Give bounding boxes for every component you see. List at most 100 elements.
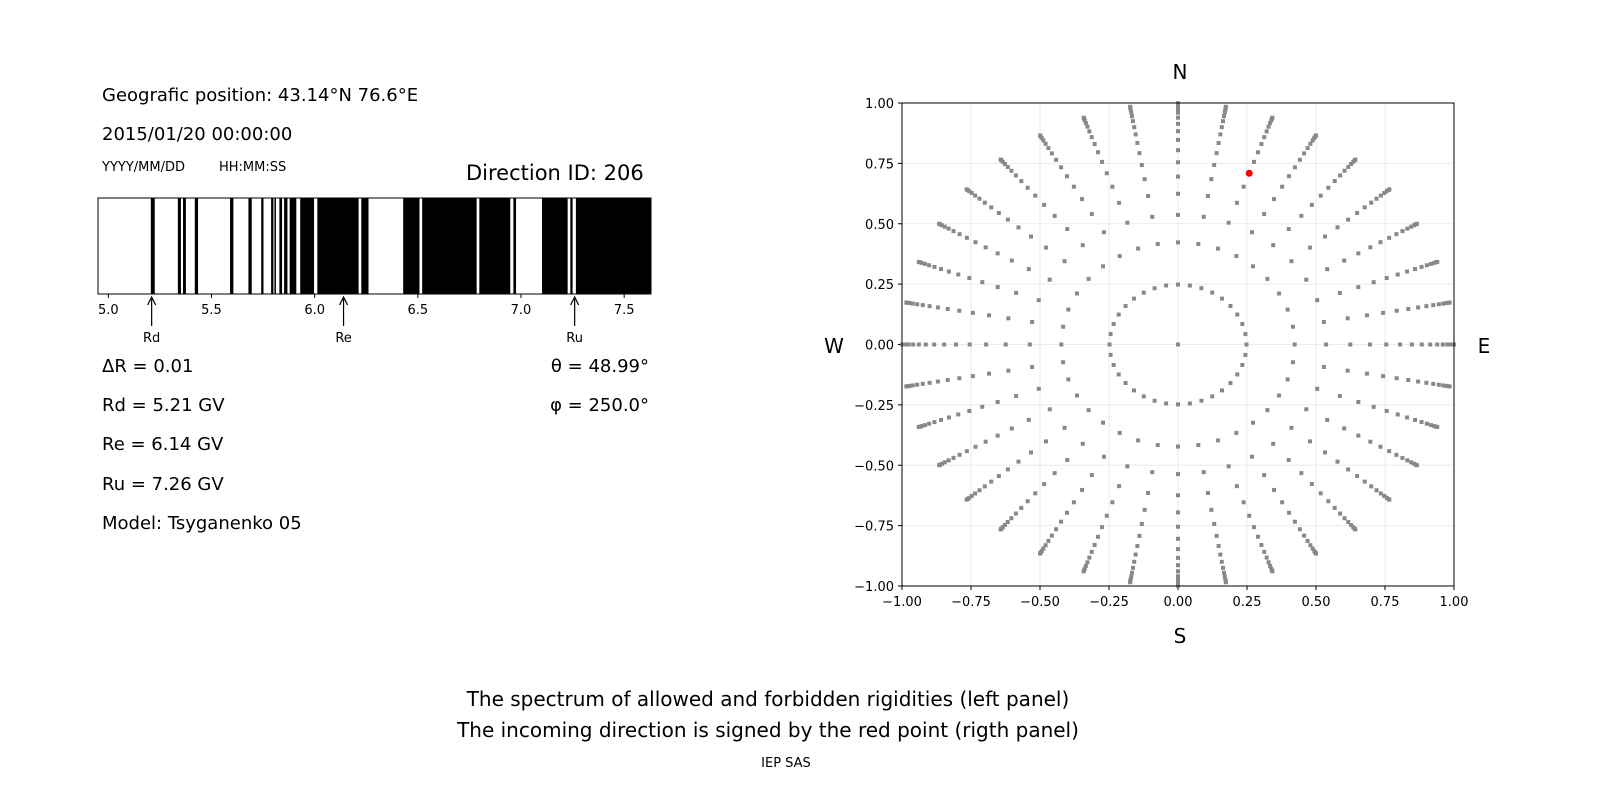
grid-point [1221,570,1226,575]
grid-point [927,421,932,426]
grid-point [1033,193,1038,198]
y-tick-label: 1.00 [865,97,894,112]
grid-point [1326,499,1331,504]
grid-point [1251,525,1256,530]
grid-point [1243,352,1248,357]
grid-point [1335,225,1340,230]
grid-point [932,264,937,269]
grid-point [1342,168,1347,173]
grid-point [1046,146,1051,151]
grid-point [1405,415,1410,420]
grid-point [1313,133,1318,138]
grid-point [1271,441,1276,446]
grid-point [1216,543,1221,548]
grid-point [1019,505,1024,510]
grid-point [1009,426,1014,431]
grid-point [1424,304,1429,309]
grid-point [956,412,961,417]
grid-point [1368,245,1373,250]
grid-point [903,342,908,347]
grid-point [1416,305,1421,310]
grid-point [1220,388,1225,393]
grid-point [1234,254,1239,259]
grid-point [1152,398,1157,403]
grid-point [1176,578,1180,583]
grid-point [1064,174,1069,179]
grid-point [1290,360,1295,365]
grid-point [1038,133,1043,138]
grid-point [1016,459,1021,464]
y-tick-label: 0.75 [865,157,894,172]
x-tick-label: 1.00 [1440,595,1469,610]
grid-point [1355,210,1360,215]
grid-point [1049,533,1054,538]
grid-point [1304,277,1309,282]
grid-point [1304,407,1309,412]
grid-point [1089,549,1094,554]
y-tick-label: −0.50 [854,459,894,474]
date-format-label: YYYY/MM/DD [102,160,185,175]
grid-point [1371,404,1376,409]
grid-point [1250,264,1255,269]
grid-point [1176,121,1180,126]
grid-point [1131,296,1136,301]
grid-point [1326,185,1331,190]
grid-point [1009,258,1014,263]
grid-point [1398,342,1403,347]
grid-point [1104,513,1109,518]
grid-point [1325,417,1330,422]
grid-point [1266,560,1271,565]
grid-point [1353,527,1358,532]
grid-point [1309,202,1314,207]
grid-point [1128,580,1133,585]
grid-point [1027,342,1032,347]
grid-point [946,269,951,274]
grid-point [1265,276,1270,281]
grid-point [1214,533,1219,538]
grid-point [1042,202,1047,207]
grid-point [1302,151,1307,156]
grid-point [1432,260,1437,265]
grid-point [1108,332,1113,337]
grid-point [1250,454,1255,459]
grid-point [1416,379,1421,384]
grid-point [1104,171,1109,176]
grid-point [982,200,987,205]
grid-point [1221,114,1226,119]
grid-point [1289,425,1294,430]
grid-point [1262,135,1267,140]
grid-point [973,193,978,198]
spectrum-frame [97,197,652,295]
grid-point [983,439,988,444]
grid-point [970,310,975,315]
grid-point [1036,386,1041,391]
datetime: 2015/01/20 00:00:00 [102,124,293,145]
grid-point [1201,214,1206,219]
grid-point [1387,235,1392,240]
x-tick-label: 0.00 [1164,595,1193,610]
grid-point [1308,141,1313,146]
grid-point [1116,372,1121,377]
grid-point [1146,194,1151,199]
grid-point [1218,132,1223,137]
x-tick-label: 7.0 [511,303,532,318]
grid-point [1356,433,1361,438]
grid-point [1009,516,1014,521]
grid-point [1250,420,1255,425]
grid-point [1014,394,1019,399]
grid-point [1074,291,1079,296]
x-tick-label: −0.25 [1089,595,1129,610]
grid-point [1042,482,1047,487]
grid-point [1292,165,1297,170]
grid-point [1406,378,1411,383]
grid-point [1136,246,1141,251]
grid-point [1135,141,1140,146]
x-tick-label: 0.50 [1302,595,1331,610]
grid-point [1222,110,1227,115]
grid-point [1226,220,1231,225]
grid-point [1405,226,1410,231]
grid-point [927,304,932,309]
grid-point [1345,368,1350,373]
grid-point [1414,221,1419,226]
grid-point [1240,362,1245,367]
